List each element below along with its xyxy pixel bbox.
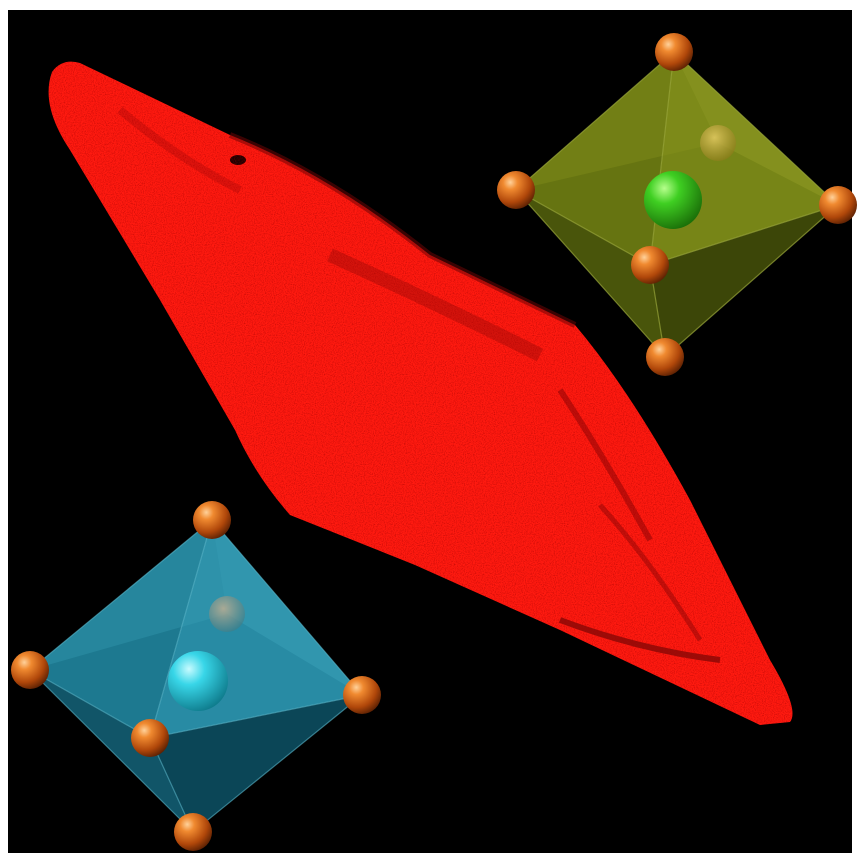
octahedron-face (150, 695, 362, 832)
red-crystal (48, 61, 793, 726)
vertex-atom (819, 186, 857, 224)
octahedron-face (30, 520, 227, 670)
back-vertex-atom (700, 125, 736, 161)
vertex-atom (497, 171, 535, 209)
vertex-atom (193, 501, 231, 539)
vertex-atom (11, 651, 49, 689)
vertex-atom (631, 246, 669, 284)
vertex-atom (655, 33, 693, 71)
cyan-octahedron (11, 501, 381, 851)
octahedron-face (650, 205, 838, 357)
vertex-atom (174, 813, 212, 851)
center-atom (644, 171, 702, 229)
center-atom (168, 651, 228, 711)
vertex-atom (343, 676, 381, 714)
vertex-atom (131, 719, 169, 757)
octahedron-face (30, 520, 212, 738)
back-vertex-atom (209, 596, 245, 632)
green-octahedron (497, 33, 857, 376)
vertex-atom (646, 338, 684, 376)
octahedron-face (516, 52, 718, 190)
crystal-texture (48, 61, 793, 726)
